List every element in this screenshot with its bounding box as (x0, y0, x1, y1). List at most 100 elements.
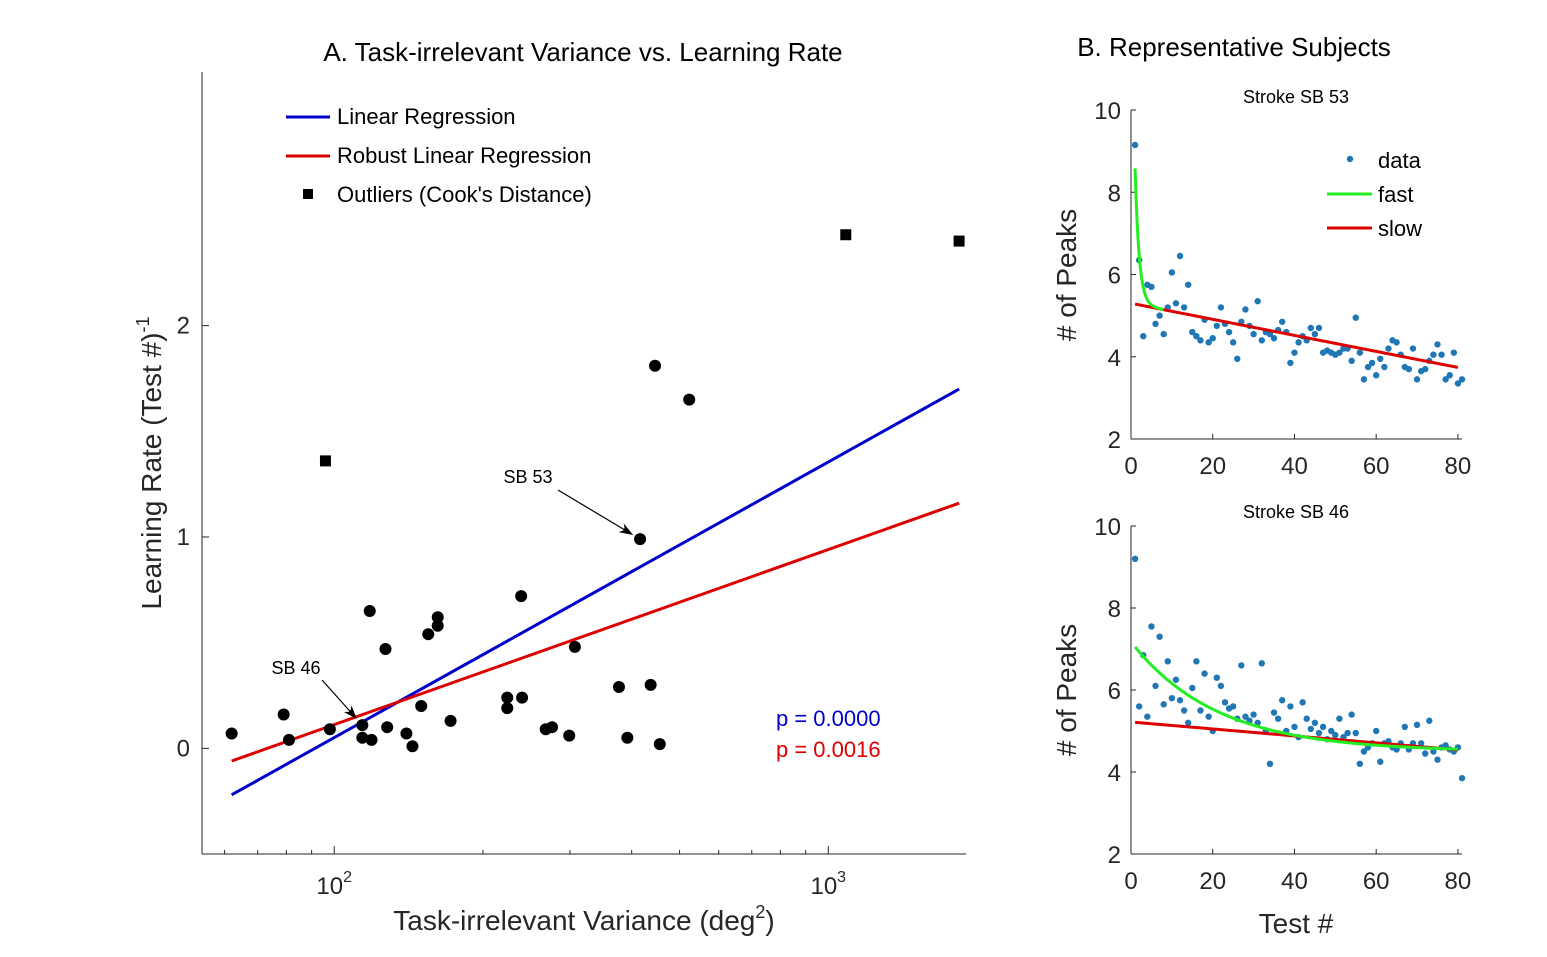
scatter-point (415, 700, 428, 713)
scatter-point (356, 731, 369, 744)
panel-b1-chart: Stroke SB 53 2 4 6 8 10 0 20 40 60 80 # of Peaks… (1051, 87, 1471, 480)
b1-data-point (1458, 376, 1466, 383)
b2-data-point (1172, 676, 1180, 683)
b1-data-point (1131, 141, 1139, 149)
b2-ytick-label: 10 (1094, 514, 1121, 541)
a-ytick-label: 1 (177, 524, 190, 551)
a-xtick-exp: 3 (837, 869, 846, 886)
b1-ytick-label: 6 (1108, 263, 1121, 290)
b2-data-point (1156, 633, 1163, 640)
b2-data-point (1160, 701, 1167, 708)
panel-b2-x-label: Test # (1259, 908, 1334, 939)
b2-data-point (1148, 623, 1155, 630)
b1-xtick-label: 0 (1124, 453, 1137, 480)
scatter-point (363, 604, 376, 617)
scatter-point (634, 533, 647, 546)
b2-data-point (1401, 723, 1408, 731)
b1-data-point (1148, 283, 1155, 291)
b2-data-point (1168, 695, 1176, 702)
panel-b2-title: Stroke SB 46 (1243, 502, 1349, 522)
legend-outlier-label: Outliers (Cook's Distance) (337, 182, 592, 207)
b2-data-point (1426, 717, 1433, 724)
b1-data-point (1393, 339, 1400, 346)
b1-data-point (1311, 330, 1319, 338)
b1-data-point (1446, 372, 1453, 379)
b2-ytick-label: 8 (1108, 596, 1121, 623)
b1-fast-fit-line (1133, 168, 1165, 312)
b2-data-point (1213, 674, 1221, 681)
scatter-point (546, 721, 559, 734)
panel-b-legend: data fast slow (1327, 148, 1422, 241)
b2-data-point (1348, 711, 1355, 718)
panel-b1-title: Stroke SB 53 (1243, 87, 1349, 107)
b1-data-point (1229, 339, 1237, 346)
legend-linear-label: Linear Regression (337, 104, 516, 129)
pvalue-robust: p = 0.0016 (776, 737, 881, 762)
b2-data-point (1144, 713, 1151, 720)
scatter-point (501, 691, 514, 704)
b1-data-point (1225, 328, 1233, 336)
b1-ytick-label: 10 (1094, 98, 1121, 125)
b1-data-point (1352, 314, 1359, 321)
b2-data-point (1336, 715, 1343, 722)
b2-data-point (1193, 658, 1200, 665)
scatter-point (379, 642, 392, 655)
b1-data-point (1209, 335, 1216, 342)
b2-data-point (1250, 711, 1257, 718)
b1-data-point (1140, 332, 1147, 340)
b2-data-point (1229, 703, 1237, 710)
scatter-point (501, 702, 514, 715)
b1-data-point (1348, 357, 1355, 365)
annotation-sb46: SB 46 (271, 658, 320, 678)
b2-data-point (1266, 760, 1274, 767)
annotation-sb53-arrowhead (618, 523, 634, 535)
b1-data-point (1409, 345, 1417, 352)
b2-ytick-label: 6 (1108, 678, 1121, 705)
a-xtick-exp: 2 (343, 869, 352, 886)
scatter-point (644, 678, 657, 691)
b2-data-point (1217, 682, 1225, 690)
a-xtick-label: 102 (316, 869, 352, 900)
scatter-point (381, 721, 394, 734)
b2-data-point (1287, 703, 1294, 710)
a-ytick-label: 2 (177, 313, 190, 340)
b1-data-point (1176, 252, 1184, 260)
b1-data-point (1254, 298, 1261, 305)
scatter-point (365, 733, 378, 746)
b1-data-point (1434, 341, 1441, 348)
b1-data-point (1430, 351, 1437, 358)
b1-data-point (1372, 372, 1380, 379)
b2-data-point (1434, 756, 1441, 763)
legend-data-swatch (1346, 155, 1354, 163)
annotation-sb46-arrow (321, 679, 354, 716)
b2-data-point (1352, 729, 1359, 737)
b2-xtick-label: 0 (1124, 868, 1137, 895)
annotation-sb46-arrowhead (343, 705, 357, 720)
scatter-point (683, 393, 696, 406)
b2-data-point (1458, 774, 1466, 782)
panel-a-y-label-sup: -1 (133, 316, 153, 332)
b1-data-point (1336, 349, 1343, 356)
b1-data-point (1185, 281, 1192, 288)
annotation-sb53-arrow (557, 489, 629, 533)
a-xtick-base: 10 (810, 873, 837, 900)
b1-data-point (1450, 349, 1458, 356)
b1-slow-fit-line (1134, 302, 1459, 369)
panel-a-x-label-main: Task-irrelevant Variance (deg (393, 905, 755, 936)
scatter-point (516, 691, 529, 704)
b1-data-point (1193, 332, 1200, 340)
b1-data-point (1291, 349, 1298, 356)
b2-data-point (1238, 662, 1245, 669)
scatter-point (277, 708, 290, 721)
b2-data-point (1360, 748, 1368, 755)
panel-a-chart: A. Task-irrelevant Variance vs. Learning… (133, 37, 966, 936)
b2-data-point (1258, 660, 1265, 667)
b2-data-point (1176, 697, 1184, 704)
b2-data-point (1221, 699, 1229, 706)
b2-data-point (1442, 742, 1449, 749)
b2-data-point (1307, 725, 1315, 733)
b2-data-point (1328, 727, 1335, 735)
b1-data-point (1278, 318, 1286, 325)
panel-a-y-label: Learning Rate (Test #)-1 (133, 316, 167, 609)
b1-data-point (1360, 376, 1368, 383)
